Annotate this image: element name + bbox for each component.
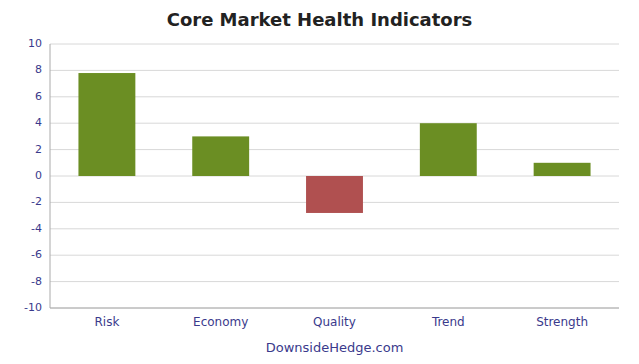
y-tick-label: 10 bbox=[28, 37, 42, 50]
y-tick-label: 4 bbox=[35, 116, 42, 129]
grid-line bbox=[50, 44, 619, 45]
x-tick-label: Quality bbox=[313, 315, 356, 329]
title: Core Market Health Indicators bbox=[167, 9, 473, 30]
bar bbox=[534, 163, 591, 176]
x-axis: Risk Economy Quality Trend Strength bbox=[94, 315, 588, 329]
y-tick-label: 8 bbox=[35, 63, 42, 76]
bars bbox=[78, 73, 590, 213]
grid-line bbox=[50, 255, 619, 256]
x-tick-label: Risk bbox=[94, 315, 119, 329]
y-tick-label: -10 bbox=[24, 301, 42, 314]
x-axis-label: DownsideHedge.com bbox=[266, 340, 404, 355]
grid bbox=[50, 44, 619, 308]
y-tick-label: -6 bbox=[31, 248, 42, 261]
grid-line bbox=[50, 308, 619, 309]
x-tick-label: Economy bbox=[193, 315, 248, 329]
grid-line bbox=[50, 228, 619, 229]
y-tick-label: 2 bbox=[35, 143, 42, 156]
grid-line bbox=[50, 70, 619, 71]
bar bbox=[78, 73, 135, 176]
x-axis-line bbox=[50, 308, 619, 309]
y-tick-label: 6 bbox=[35, 90, 42, 103]
y-tick-label: -8 bbox=[31, 275, 42, 288]
y-tick-label: 0 bbox=[35, 169, 42, 182]
bar bbox=[306, 176, 363, 213]
y-tick-label: -4 bbox=[31, 222, 42, 235]
x-tick-label: Trend bbox=[431, 315, 465, 329]
bar bbox=[192, 136, 249, 176]
x-tick-label: Strength bbox=[536, 315, 588, 329]
chart: -10 -8 -6 -4 -2 0 2 4 6 8 10 Risk Economy Quality Tren… bbox=[0, 0, 639, 364]
chart-container: -10 -8 -6 -4 -2 0 2 4 6 8 10 Risk Economy Quality Tren… bbox=[0, 0, 639, 364]
y-axis: -10 -8 -6 -4 -2 0 2 4 6 8 10 bbox=[24, 37, 42, 314]
bar bbox=[420, 123, 477, 176]
y-tick-label: -2 bbox=[31, 195, 42, 208]
y-axis-line bbox=[50, 44, 51, 308]
grid-line bbox=[50, 281, 619, 282]
